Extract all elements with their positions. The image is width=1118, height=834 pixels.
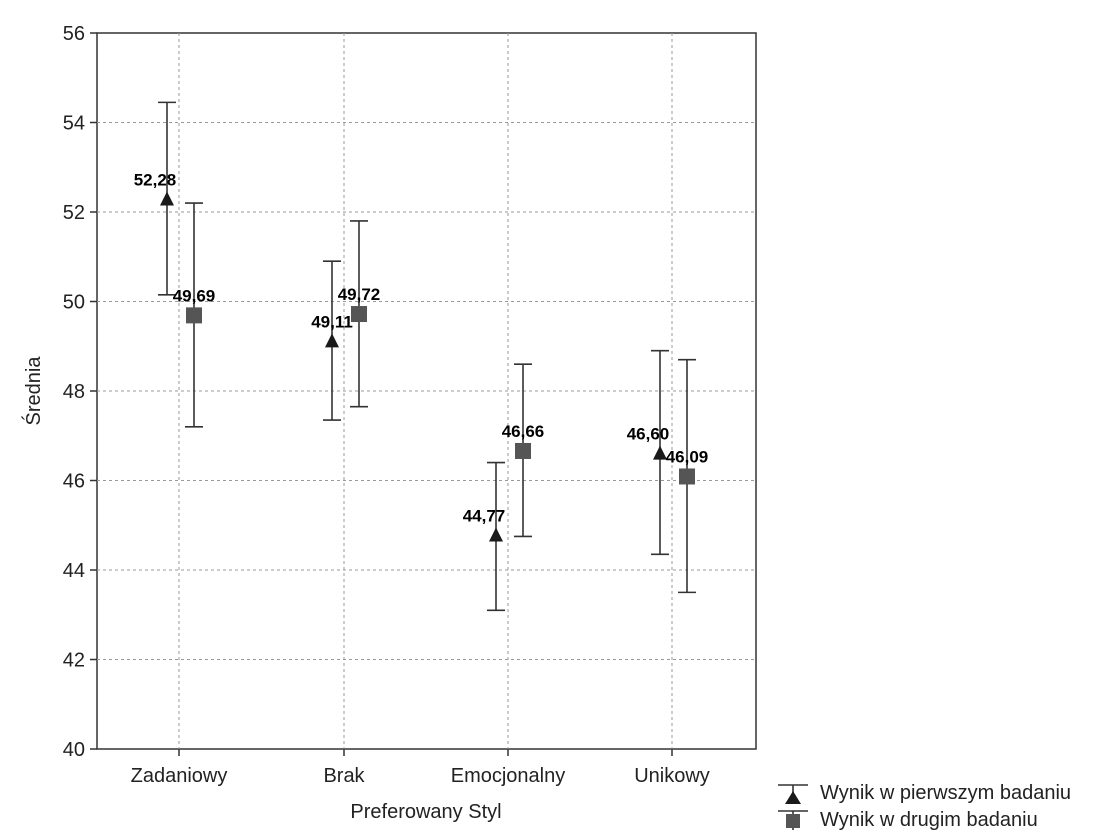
legend-label-series-1: Wynik w pierwszym badaniu (820, 782, 1071, 804)
x-tick-label: Emocjonalny (451, 765, 566, 787)
data-label: 49,69 (173, 286, 216, 305)
legend-triangle-icon (785, 791, 801, 804)
triangle-marker (653, 445, 667, 460)
x-tick-label: Zadaniowy (131, 765, 228, 787)
data-label: 49,11 (311, 312, 353, 331)
x-axis-title: Preferowany Styl (350, 801, 501, 823)
y-tick-label: 50 (63, 292, 85, 314)
legend: Wynik w pierwszym badaniu Wynik w drugim… (778, 782, 1071, 831)
square-marker (515, 442, 531, 459)
triangle-marker (325, 333, 339, 348)
data-label: 44,77 (463, 507, 506, 526)
data-markers (160, 191, 695, 542)
square-marker (679, 468, 695, 485)
y-axis-title: Średnia (21, 356, 45, 426)
grid-lines (97, 33, 756, 749)
x-tick-label: Brak (323, 765, 365, 787)
y-tick-label: 44 (63, 560, 85, 582)
legend-square-icon (786, 814, 800, 828)
square-marker (186, 307, 202, 324)
axes: 40 42 44 46 48 50 52 54 56 Zadaniowy Brak Emocjonal… (63, 23, 710, 787)
triangle-marker (160, 191, 174, 206)
data-label: 49,72 (338, 285, 381, 304)
square-marker (351, 306, 367, 323)
y-tick-label: 40 (63, 739, 85, 761)
y-tick-label: 54 (63, 113, 85, 135)
y-tick-label: 52 (63, 202, 85, 224)
y-tick-label: 42 (63, 650, 85, 672)
legend-item-series-2: Wynik w drugim badaniu (778, 809, 1038, 831)
data-label: 46,66 (502, 422, 545, 441)
data-labels: 52,28 49,11 44,77 46,60 49,69 49,72 46,66 46,09 (134, 170, 709, 525)
triangle-marker (489, 527, 503, 542)
data-label: 46,60 (627, 425, 670, 444)
legend-label-series-2: Wynik w drugim badaniu (820, 809, 1038, 831)
y-tick-label: 46 (63, 471, 85, 493)
x-tick-label: Unikowy (634, 765, 710, 787)
legend-item-series-1: Wynik w pierwszym badaniu (778, 782, 1071, 804)
data-label: 52,28 (134, 170, 177, 189)
data-label: 46,09 (666, 447, 709, 466)
y-tick-label: 48 (63, 381, 85, 403)
y-tick-label: 56 (63, 23, 85, 45)
